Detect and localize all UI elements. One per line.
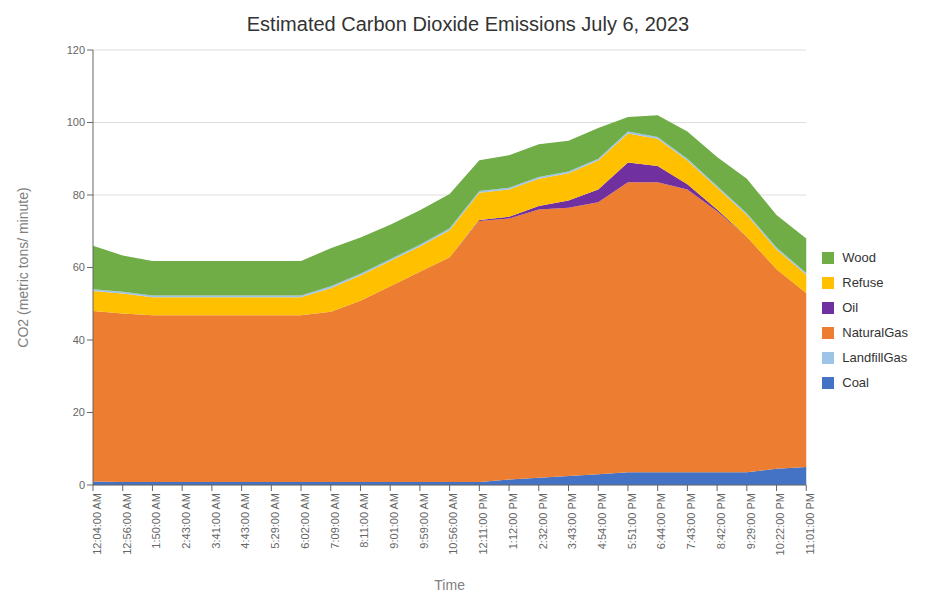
svg-text:5:51:00 PM: 5:51:00 PM	[626, 493, 638, 549]
svg-text:11:01:00 PM: 11:01:00 PM	[804, 493, 816, 555]
svg-text:12:11:00 PM: 12:11:00 PM	[477, 493, 489, 555]
html-text:Coal: Coal	[842, 375, 869, 390]
svg-text:2:43:00 AM: 2:43:00 AM	[180, 493, 192, 549]
svg-text:8:11:00 AM: 8:11:00 AM	[358, 493, 370, 548]
svg-text:60: 60	[73, 261, 85, 273]
html-text:NaturalGas: NaturalGas	[842, 325, 908, 340]
svg-text:5:29:00 AM: 5:29:00 AM	[269, 493, 281, 549]
svg-text:10:22:00 PM: 10:22:00 PM	[774, 493, 786, 555]
svg-text:4:54:00 PM: 4:54:00 PM	[596, 493, 608, 549]
svg-text:12:04:00 AM: 12:04:00 AM	[91, 493, 103, 555]
svg-text:3:41:00 AM: 3:41:00 AM	[210, 493, 222, 549]
svg-text:4:43:00 AM: 4:43:00 AM	[239, 493, 251, 549]
svg-text:9:01:00 AM: 9:01:00 AM	[388, 493, 400, 549]
svg-text:8:42:00 PM: 8:42:00 PM	[715, 493, 727, 549]
svg-text:Time: Time	[434, 577, 465, 593]
svg-text:6:44:00 PM: 6:44:00 PM	[655, 493, 667, 549]
svg-text:40: 40	[73, 334, 85, 346]
html-text:Estimated Carbon Dioxide Emiss: Estimated Carbon Dioxide Emissions July …	[246, 13, 690, 35]
svg-text:1:50:00 AM: 1:50:00 AM	[150, 493, 162, 549]
svg-text:7:09:00 AM: 7:09:00 AM	[329, 493, 341, 549]
svg-text:3:43:00 PM: 3:43:00 PM	[566, 493, 578, 549]
html-text:Oil: Oil	[842, 300, 859, 315]
html-text:Refuse: Refuse	[842, 275, 884, 290]
svg-text:CO2 (metric tons/ minute): CO2 (metric tons/ minute)	[15, 187, 31, 347]
svg-text:120: 120	[67, 44, 85, 56]
svg-text:80: 80	[73, 189, 85, 201]
svg-text:9:29:00 PM: 9:29:00 PM	[745, 493, 757, 549]
svg-text:9:59:00 AM: 9:59:00 AM	[418, 493, 430, 549]
svg-text:20: 20	[73, 406, 85, 418]
svg-text:12:56:00 AM: 12:56:00 AM	[121, 493, 133, 555]
svg-text:0: 0	[79, 479, 85, 491]
svg-text:1:12:00 PM: 1:12:00 PM	[507, 493, 519, 549]
svg-text:10:56:00 AM: 10:56:00 AM	[447, 493, 459, 555]
svg-text:100: 100	[67, 116, 85, 128]
svg-text:2:32:00 PM: 2:32:00 PM	[537, 493, 549, 549]
svg-text:7:43:00 PM: 7:43:00 PM	[685, 493, 697, 549]
svg-text:6:02:00 AM: 6:02:00 AM	[299, 493, 311, 549]
html-text:LandfillGas: LandfillGas	[842, 350, 908, 365]
html-text:Wood: Wood	[842, 250, 876, 265]
